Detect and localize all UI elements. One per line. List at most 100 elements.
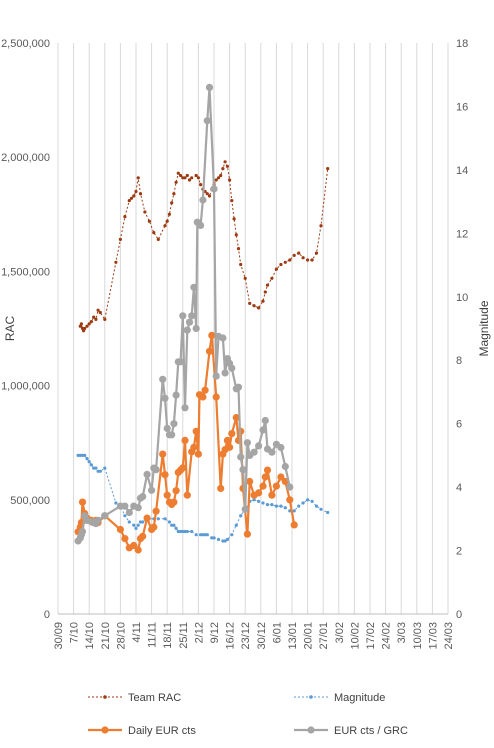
data-point	[243, 276, 247, 280]
data-point	[181, 529, 185, 534]
data-point	[261, 299, 265, 303]
data-point	[243, 530, 251, 538]
data-point	[170, 523, 174, 527]
data-point	[292, 253, 296, 257]
data-point	[139, 493, 147, 501]
data-point	[176, 529, 180, 534]
legend-label: Magnitude	[334, 692, 385, 704]
data-point	[181, 404, 189, 412]
data-point	[143, 210, 147, 214]
data-point	[203, 117, 211, 125]
data-point	[263, 466, 272, 474]
data-point	[127, 199, 131, 203]
data-point	[297, 251, 301, 255]
data-point	[123, 514, 127, 518]
data-point	[194, 450, 202, 458]
data-point	[274, 267, 278, 271]
data-point	[255, 442, 263, 450]
data-point	[201, 386, 209, 394]
legend-swatch-marker	[309, 695, 313, 699]
data-point	[237, 453, 245, 461]
data-point	[161, 394, 169, 402]
data-point	[170, 498, 178, 506]
data-point	[172, 487, 180, 495]
y-right-tick-label: 6	[456, 419, 462, 431]
data-point	[134, 189, 138, 194]
data-point	[152, 466, 160, 474]
data-point	[114, 260, 118, 264]
data-point	[150, 523, 158, 531]
data-point	[136, 176, 140, 180]
data-point	[205, 533, 209, 537]
data-point	[183, 491, 191, 499]
data-point	[98, 310, 102, 315]
data-point	[190, 176, 194, 180]
data-point	[123, 215, 127, 219]
data-point	[219, 173, 223, 178]
data-point	[199, 533, 203, 537]
data-point	[210, 536, 214, 540]
data-point	[98, 469, 102, 473]
x-tick-label: 24/02	[381, 622, 393, 650]
data-point	[170, 420, 178, 428]
x-tick-label: 24/03	[443, 622, 455, 650]
legend-label: Daily EUR cts	[128, 725, 196, 737]
data-point	[248, 301, 252, 305]
data-point	[134, 546, 142, 554]
data-point	[181, 176, 185, 180]
data-point	[239, 514, 243, 518]
data-point	[130, 541, 138, 550]
data-point	[176, 171, 180, 175]
data-point	[232, 414, 240, 422]
y-right-axis-title: Magnitude	[477, 300, 491, 356]
data-point	[167, 520, 171, 524]
data-point	[163, 517, 167, 521]
data-point	[174, 526, 178, 531]
data-point	[225, 164, 229, 168]
data-point	[241, 505, 249, 513]
data-point	[132, 194, 136, 198]
data-point	[210, 185, 218, 193]
y-right-tick-label: 12	[456, 228, 468, 240]
data-point	[156, 517, 160, 521]
data-point	[141, 520, 145, 524]
data-point	[92, 466, 96, 470]
x-tick-label: 25/11	[178, 622, 190, 649]
data-point	[78, 498, 87, 506]
x-tick-label: 17/03	[427, 622, 439, 650]
data-point	[277, 443, 285, 452]
legend: Team RAC Magnitude Daily EUR cts EUR cts / …	[88, 692, 408, 737]
data-point	[306, 498, 310, 502]
data-point	[194, 533, 198, 537]
data-point	[181, 436, 189, 444]
data-point	[174, 180, 178, 184]
data-point	[290, 521, 298, 529]
x-tick-label: 10/03	[412, 622, 424, 650]
data-point	[268, 491, 276, 499]
data-point	[94, 466, 98, 470]
data-point	[283, 506, 287, 510]
data-point	[183, 529, 187, 534]
x-tick-label: 21/10	[100, 622, 112, 650]
data-point	[265, 283, 270, 287]
data-point	[223, 539, 227, 543]
data-point	[163, 224, 167, 228]
data-point	[159, 450, 167, 458]
data-point	[136, 523, 140, 527]
x-tick-label: 4/11	[131, 622, 143, 643]
data-point	[243, 439, 251, 447]
data-point	[228, 430, 236, 438]
data-point	[219, 334, 227, 342]
data-point	[159, 375, 167, 383]
data-point	[187, 178, 192, 182]
data-point	[121, 535, 129, 543]
data-point	[197, 221, 205, 229]
data-point	[288, 258, 292, 262]
data-point	[172, 391, 180, 399]
data-point	[301, 501, 305, 505]
data-point	[228, 178, 232, 182]
x-tick-label: 11/11	[147, 622, 159, 648]
data-point	[250, 448, 258, 456]
data-point	[272, 482, 280, 490]
data-point	[217, 484, 225, 492]
